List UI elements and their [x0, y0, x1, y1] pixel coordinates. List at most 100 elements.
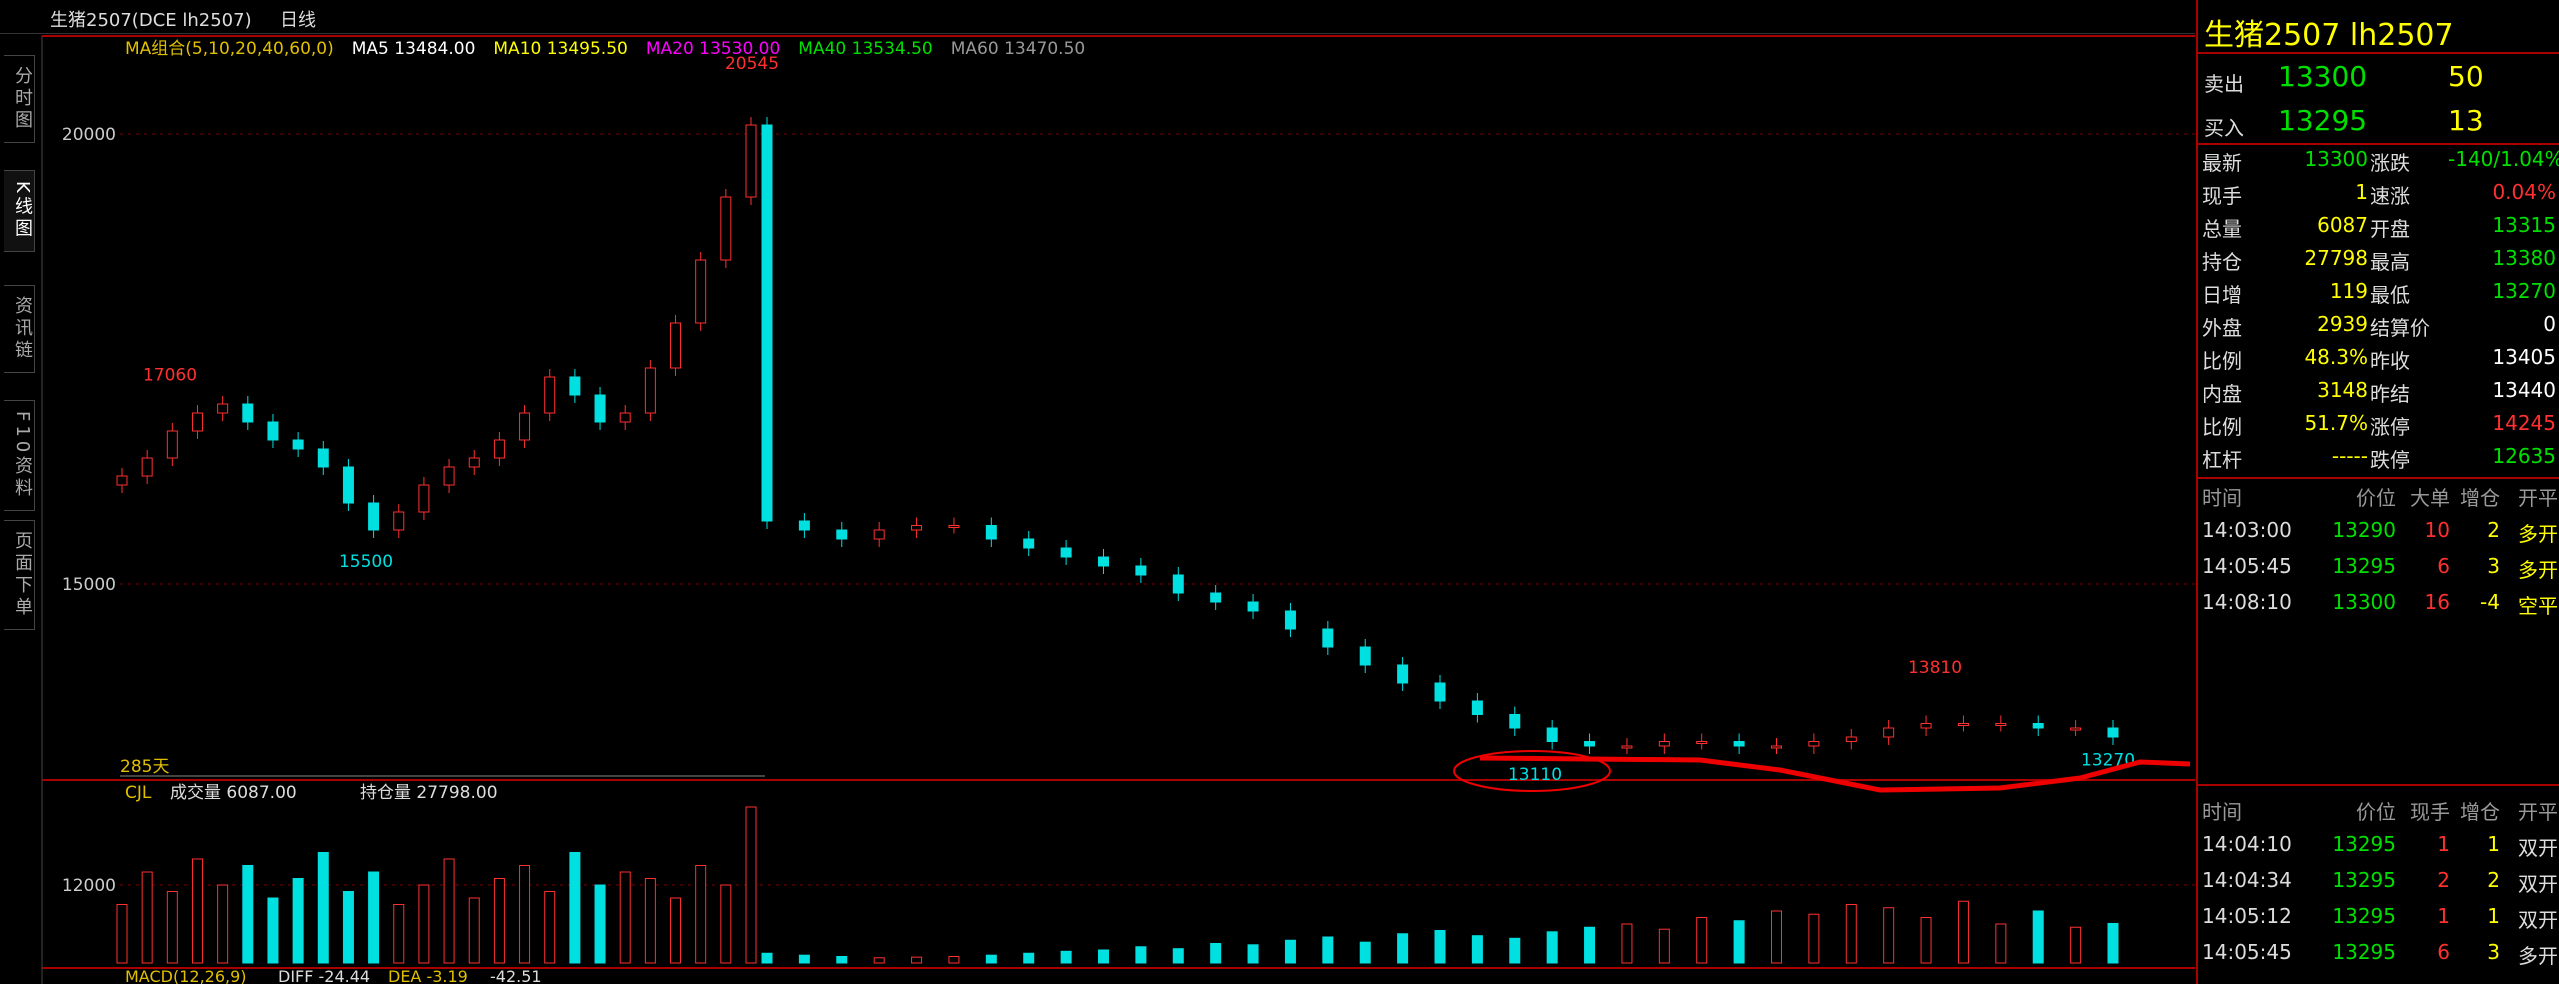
- table-cell: 14:05:45: [2202, 554, 2292, 578]
- candle: [1284, 610, 1296, 630]
- table-cell: 双开: [2518, 908, 2558, 932]
- candle: [166, 430, 178, 459]
- volume-bar: [745, 806, 757, 964]
- price-annotation: 15500: [339, 552, 393, 572]
- candle: [1172, 574, 1184, 594]
- table-cell: 13290: [2332, 518, 2396, 542]
- candle: [1471, 700, 1483, 715]
- candle: [1060, 547, 1072, 558]
- candle: [1210, 592, 1222, 603]
- volume-bar: [594, 884, 606, 964]
- table-header: 增仓: [2460, 486, 2500, 510]
- price-annotation: 13110: [1508, 765, 1562, 785]
- volume-label: CJL: [125, 783, 152, 803]
- volume-bar: [1098, 949, 1109, 964]
- stat-label: 内盘: [2202, 382, 2242, 406]
- candle: [761, 124, 773, 522]
- table-header: 时间: [2202, 486, 2242, 510]
- stat-value: 0.04%: [2492, 180, 2556, 204]
- candle: [1733, 741, 1745, 747]
- table-cell: 1: [2487, 904, 2500, 928]
- tab[interactable]: 页面下单: [4, 520, 35, 630]
- candle: [342, 466, 354, 504]
- candle: [670, 322, 682, 369]
- indicator: MA组合(5,10,20,40,60,0): [125, 39, 334, 59]
- volume-bar: [393, 904, 405, 964]
- table-cell: 3: [2487, 940, 2500, 964]
- candle: [644, 367, 656, 414]
- table-header: 价位: [2356, 486, 2396, 510]
- volume-bar: [948, 956, 960, 964]
- volume-bar: [1172, 948, 1184, 964]
- volume-bar: [2032, 910, 2044, 964]
- indicator: MA40 13534.50: [798, 39, 932, 59]
- volume-bar: [468, 897, 480, 964]
- table-cell: 14:03:00: [2202, 518, 2292, 542]
- tab[interactable]: K线图: [4, 170, 35, 252]
- table-cell: 13300: [2332, 590, 2396, 614]
- top-bar: 生猪2507(DCE lh2507) 日线: [0, 0, 2195, 34]
- volume-bar: [1284, 939, 1296, 964]
- volume-bar: [342, 891, 354, 964]
- table-cell: 多开: [2518, 944, 2558, 968]
- stat-label: 跌停: [2370, 448, 2410, 472]
- stat-value: 13405: [2492, 345, 2556, 369]
- tab[interactable]: 资讯链: [4, 285, 35, 373]
- volume-bar: [1509, 937, 1521, 964]
- tab[interactable]: 分时图: [4, 55, 35, 143]
- indicator: MA10 13495.50: [493, 39, 627, 59]
- volume-bar: [217, 884, 229, 964]
- volume-bar: [911, 956, 923, 964]
- candle: [798, 520, 810, 531]
- period-select[interactable]: 日线: [280, 10, 316, 31]
- table-cell: 10: [2424, 518, 2450, 542]
- candle: [544, 376, 556, 414]
- tab[interactable]: F10资料: [4, 400, 35, 512]
- candle: [217, 403, 229, 414]
- stat-label: 最新: [2202, 151, 2242, 175]
- macd-label: DEA -3.19: [388, 967, 468, 984]
- stat-value: 119: [2329, 279, 2368, 303]
- candle: [873, 529, 885, 540]
- table-cell: 13295: [2332, 904, 2396, 928]
- stat-label: 昨结: [2370, 382, 2410, 406]
- candle: [985, 525, 997, 540]
- volume-bar: [1546, 931, 1558, 964]
- candle: [1397, 664, 1409, 684]
- volume-bar: [544, 891, 556, 964]
- table-cell: 13295: [2332, 868, 2396, 892]
- stat-value: 13315: [2492, 213, 2556, 237]
- volume-bar: [798, 954, 810, 964]
- volume-bar: [1359, 941, 1371, 964]
- volume-bar: [1995, 923, 2007, 964]
- candle: [1957, 723, 1969, 726]
- price-annotation: 20545: [725, 54, 779, 74]
- table-cell: 3: [2487, 554, 2500, 578]
- volume-bar: [644, 878, 656, 964]
- volume-bar: [985, 954, 997, 964]
- markup-circle: [1453, 750, 1611, 792]
- stat-value: 13300: [2304, 147, 2368, 171]
- candle: [1883, 727, 1895, 738]
- stat-value: 13380: [2492, 246, 2556, 270]
- candle: [1322, 628, 1334, 648]
- candle: [695, 259, 707, 324]
- candle: [1920, 723, 1932, 729]
- candle: [393, 511, 405, 531]
- candle: [443, 466, 455, 486]
- volume-bar: [242, 865, 254, 964]
- macd-label: MACD(12,26,9): [125, 967, 247, 984]
- candle: [1023, 538, 1035, 549]
- stat-label: 最高: [2370, 250, 2410, 274]
- stat-label: 杠杆: [2202, 448, 2242, 472]
- volume-bar: [670, 897, 682, 964]
- candle: [2107, 727, 2119, 738]
- stat-value: 13270: [2492, 279, 2556, 303]
- volume-bar: [1920, 917, 1932, 964]
- volume-bar: [836, 956, 848, 964]
- stat-value: 27798: [2304, 246, 2368, 270]
- y-tick-label: 20000: [62, 125, 116, 145]
- stat-value: 48.3%: [2304, 345, 2368, 369]
- candle: [292, 439, 304, 450]
- candle: [1845, 736, 1857, 742]
